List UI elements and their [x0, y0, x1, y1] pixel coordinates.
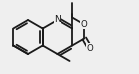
Text: O: O [81, 20, 88, 29]
Text: O: O [86, 44, 93, 53]
Text: N: N [54, 15, 61, 24]
